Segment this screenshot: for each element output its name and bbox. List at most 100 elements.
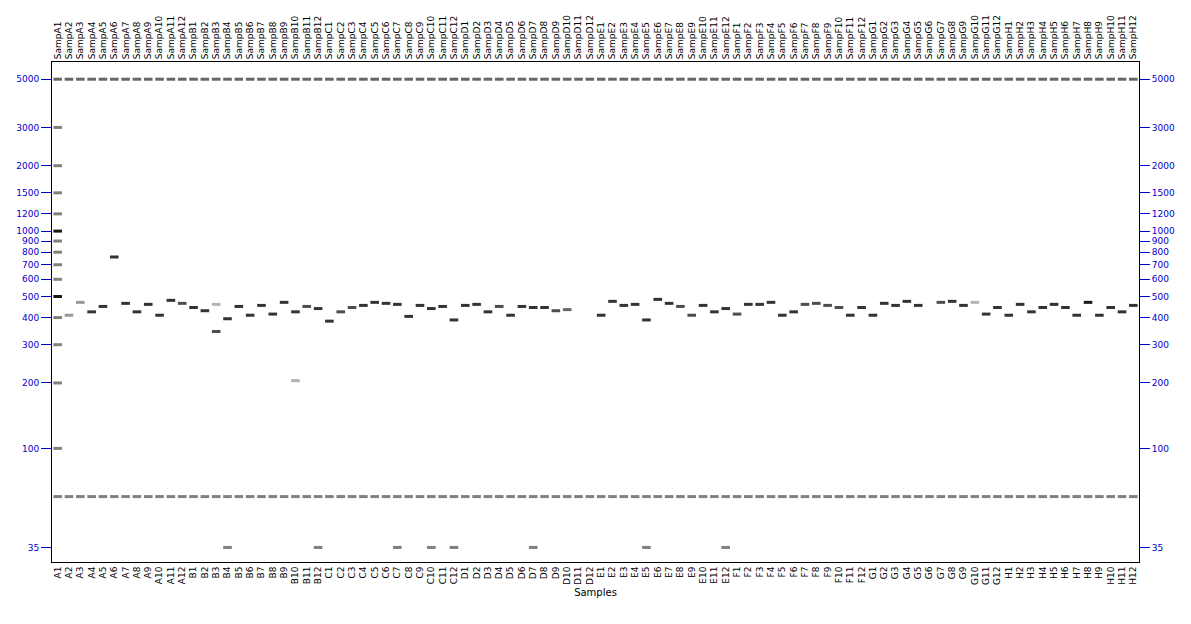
svg-text:C4: C4 (358, 566, 368, 578)
svg-text:A5: A5 (98, 567, 108, 579)
svg-text:SampB2: SampB2 (200, 22, 210, 60)
svg-text:1000: 1000 (16, 226, 39, 236)
svg-text:SampC2: SampC2 (336, 21, 346, 59)
svg-text:SampD3: SampD3 (483, 21, 493, 59)
svg-text:SampB12: SampB12 (313, 16, 323, 59)
svg-text:SampH5: SampH5 (1049, 21, 1059, 59)
svg-text:SampF7: SampF7 (800, 23, 810, 60)
svg-text:H9: H9 (1094, 566, 1104, 579)
svg-text:E3: E3 (619, 567, 629, 578)
svg-text:SampB1: SampB1 (188, 22, 198, 60)
svg-text:SampG7: SampG7 (936, 21, 946, 59)
svg-text:B8: B8 (268, 566, 278, 578)
svg-text:200: 200 (1152, 378, 1169, 388)
svg-text:D4: D4 (494, 566, 504, 579)
svg-text:SampC8: SampC8 (404, 21, 414, 59)
svg-text:SampB9: SampB9 (279, 21, 289, 59)
svg-text:SampA8: SampA8 (132, 21, 142, 59)
svg-text:G11: G11 (981, 567, 991, 585)
svg-text:SampE10: SampE10 (698, 16, 708, 59)
svg-text:SampD6: SampD6 (517, 21, 527, 60)
svg-text:400: 400 (1152, 313, 1169, 323)
svg-text:E2: E2 (607, 567, 617, 578)
svg-text:F4: F4 (766, 566, 776, 577)
svg-text:A7: A7 (121, 567, 131, 579)
svg-text:SampH2: SampH2 (1015, 21, 1025, 59)
svg-text:SampD7: SampD7 (528, 21, 538, 59)
svg-text:C8: C8 (404, 566, 414, 578)
svg-text:SampA9: SampA9 (143, 21, 153, 59)
svg-text:SampG12: SampG12 (992, 15, 1002, 59)
svg-text:G10: G10 (970, 566, 980, 585)
svg-text:1200: 1200 (16, 209, 39, 219)
svg-text:SampG3: SampG3 (890, 21, 900, 59)
svg-text:SampG10: SampG10 (970, 15, 980, 59)
svg-text:600: 600 (1152, 274, 1169, 284)
svg-text:SampC5: SampC5 (370, 21, 380, 59)
svg-text:SampB10: SampB10 (290, 16, 300, 60)
svg-text:SampE2: SampE2 (607, 22, 617, 59)
svg-text:SampA6: SampA6 (109, 21, 119, 59)
svg-text:SampB6: SampB6 (245, 21, 255, 59)
svg-text:SampH3: SampH3 (1026, 21, 1036, 59)
svg-text:SampG1: SampG1 (868, 21, 878, 59)
svg-text:SampF12: SampF12 (857, 17, 867, 59)
svg-text:SampD12: SampD12 (585, 15, 595, 59)
svg-text:D9: D9 (551, 566, 561, 579)
svg-text:3000: 3000 (16, 123, 39, 133)
svg-text:Samples: Samples (574, 587, 617, 598)
svg-text:E10: E10 (698, 566, 708, 583)
svg-text:G3: G3 (890, 567, 900, 580)
svg-text:A1: A1 (53, 567, 63, 579)
svg-text:D12: D12 (585, 567, 595, 585)
svg-text:SampE5: SampE5 (641, 22, 651, 59)
svg-text:F9: F9 (823, 566, 833, 577)
svg-text:SampB8: SampB8 (268, 21, 278, 59)
svg-text:800: 800 (22, 247, 39, 257)
svg-text:SampF8: SampF8 (811, 22, 821, 59)
svg-text:C7: C7 (392, 567, 402, 579)
svg-text:D2: D2 (472, 567, 482, 580)
svg-text:G8: G8 (947, 566, 957, 579)
svg-text:F6: F6 (789, 566, 799, 577)
svg-text:900: 900 (1152, 236, 1169, 246)
svg-text:D5: D5 (506, 567, 516, 580)
svg-text:C1: C1 (324, 567, 334, 579)
svg-text:F11: F11 (845, 567, 855, 584)
svg-text:SampF2: SampF2 (743, 23, 753, 60)
svg-text:SampB5: SampB5 (234, 22, 244, 60)
svg-text:B5: B5 (234, 567, 244, 579)
svg-text:A3: A3 (75, 567, 85, 579)
svg-text:900: 900 (22, 236, 39, 246)
svg-text:D6: D6 (517, 566, 527, 579)
svg-text:H8: H8 (1083, 566, 1093, 579)
svg-text:SampE4: SampE4 (630, 22, 640, 59)
svg-text:A12: A12 (177, 567, 187, 585)
svg-text:B4: B4 (222, 566, 232, 578)
svg-text:H6: H6 (1060, 566, 1070, 579)
svg-text:1000: 1000 (1152, 226, 1175, 236)
svg-text:C9: C9 (415, 566, 425, 578)
svg-text:G7: G7 (936, 567, 946, 580)
svg-text:2000: 2000 (1152, 161, 1175, 171)
svg-text:SampC3: SampC3 (347, 21, 357, 59)
svg-text:SampF3: SampF3 (755, 23, 765, 60)
svg-text:SampD1: SampD1 (460, 21, 470, 59)
svg-text:SampC4: SampC4 (358, 21, 368, 59)
svg-text:H5: H5 (1049, 567, 1059, 580)
svg-text:SampA3: SampA3 (75, 22, 85, 60)
svg-text:1200: 1200 (1152, 209, 1175, 219)
svg-text:SampD4: SampD4 (494, 21, 504, 60)
svg-text:SampE9: SampE9 (687, 22, 697, 59)
svg-text:35: 35 (28, 543, 39, 553)
svg-text:SampA4: SampA4 (87, 21, 97, 59)
svg-text:SampA2: SampA2 (64, 22, 74, 60)
svg-text:SampF1: SampF1 (732, 23, 742, 60)
svg-text:B3: B3 (211, 567, 221, 579)
svg-text:SampB4: SampB4 (222, 21, 232, 59)
svg-text:H12: H12 (1128, 567, 1138, 585)
svg-text:B6: B6 (245, 566, 255, 578)
svg-text:E12: E12 (721, 567, 731, 584)
svg-text:500: 500 (22, 292, 39, 302)
svg-text:SampC9: SampC9 (415, 21, 425, 59)
